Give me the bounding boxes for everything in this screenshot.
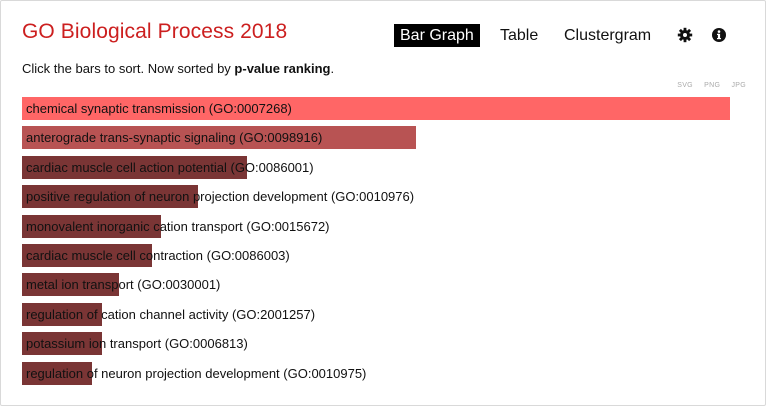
sort-instructions: Click the bars to sort. Now sorted by p-… xyxy=(22,61,334,76)
bar-fill xyxy=(22,156,247,179)
tab-clustergram[interactable]: Clustergram xyxy=(564,27,652,44)
bar-row[interactable]: regulation of cation channel activity (G… xyxy=(22,303,742,326)
bar-label: anterograde trans-synaptic signaling (GO… xyxy=(26,130,323,145)
bar-row[interactable]: regulation of neuron projection developm… xyxy=(22,362,742,385)
gear-icon[interactable] xyxy=(677,27,693,43)
bar-row[interactable]: chemical synaptic transmission (GO:00072… xyxy=(22,97,742,120)
page-title: GO Biological Process 2018 xyxy=(22,20,288,43)
bar-fill xyxy=(22,97,730,120)
tab-bar-graph[interactable]: Bar Graph xyxy=(394,24,480,47)
bar-label: potassium ion transport (GO:0006813) xyxy=(26,336,248,351)
sort-key: p-value ranking xyxy=(234,61,331,76)
bar-fill xyxy=(22,332,102,355)
bar-row[interactable]: metal ion transport (GO:0030001) xyxy=(22,273,742,296)
bar-label: regulation of neuron projection developm… xyxy=(26,366,367,381)
bar-fill xyxy=(22,362,92,385)
tab-table[interactable]: Table xyxy=(500,27,539,44)
bar-row[interactable]: monovalent inorganic cation transport (G… xyxy=(22,215,742,238)
bar-label: cardiac muscle cell action potential (GO… xyxy=(26,160,314,175)
bar-row[interactable]: cardiac muscle cell contraction (GO:0086… xyxy=(22,244,742,267)
bar-label: positive regulation of neuron projection… xyxy=(26,189,415,204)
bar-label: regulation of cation channel activity (G… xyxy=(26,307,316,322)
sort-instructions-suffix: . xyxy=(330,61,335,76)
bar-row[interactable]: potassium ion transport (GO:0006813) xyxy=(22,332,742,355)
export-links: SVG PNG JPG xyxy=(668,82,746,89)
bar-fill xyxy=(22,303,102,326)
bar-label: cardiac muscle cell contraction (GO:0086… xyxy=(26,248,290,263)
bar-row[interactable]: anterograde trans-synaptic signaling (GO… xyxy=(22,126,742,149)
bar-fill xyxy=(22,215,161,238)
bar-fill xyxy=(22,126,416,149)
export-jpg-link[interactable]: JPG xyxy=(731,82,746,89)
bar-fill xyxy=(22,273,119,296)
bar-row[interactable]: positive regulation of neuron projection… xyxy=(22,185,742,208)
info-icon[interactable] xyxy=(711,27,727,43)
bar-label: chemical synaptic transmission (GO:00072… xyxy=(26,101,292,116)
export-svg-link[interactable]: SVG xyxy=(677,82,693,89)
bar-label: metal ion transport (GO:0030001) xyxy=(26,277,221,292)
export-png-link[interactable]: PNG xyxy=(704,82,721,89)
bar-fill xyxy=(22,244,152,267)
bar-label: monovalent inorganic cation transport (G… xyxy=(26,219,330,234)
sort-instructions-prefix: Click the bars to sort. Now sorted by xyxy=(22,61,235,76)
bar-row[interactable]: cardiac muscle cell action potential (GO… xyxy=(22,156,742,179)
bar-fill xyxy=(22,185,198,208)
